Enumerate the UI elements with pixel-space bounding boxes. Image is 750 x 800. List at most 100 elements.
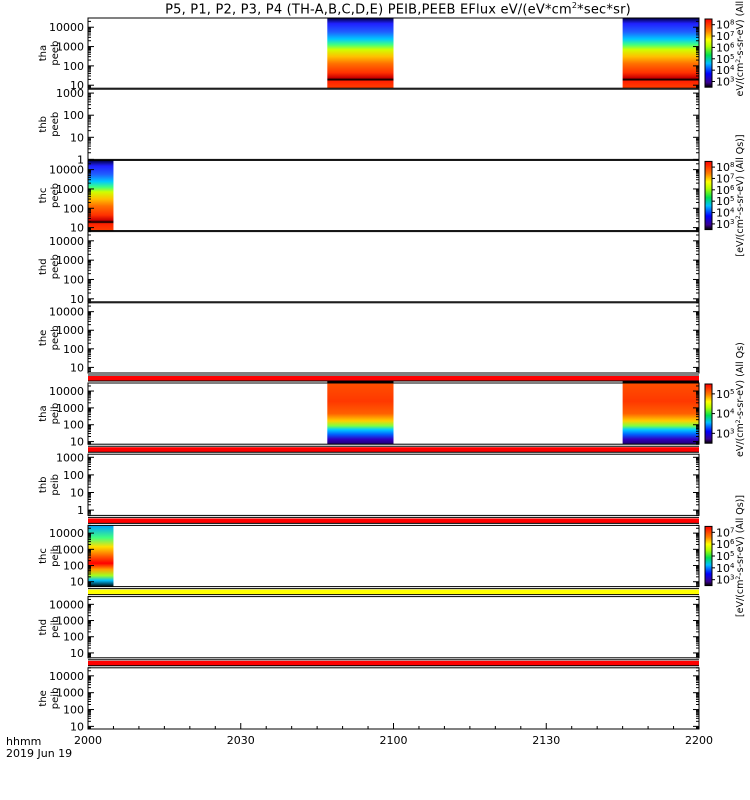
y-tick-label: 10 [70, 576, 84, 589]
spectrogram-block [88, 525, 114, 587]
colorbar-tick-label: 105 [716, 195, 734, 208]
y-tick-label: 10000 [49, 21, 84, 34]
y-tick-label: 100 [63, 202, 84, 215]
status-bar [88, 518, 699, 524]
panel-label-product: peib [50, 688, 61, 710]
y-tick-label: 100 [63, 273, 84, 286]
colorbar-gradient [704, 18, 713, 88]
panel-frame [87, 159, 700, 232]
panel-frame [87, 382, 700, 445]
panel-label-probe: thb [38, 476, 49, 493]
colorbar-tick-label: 104 [716, 562, 735, 575]
panel-label-product: peib [50, 616, 61, 638]
spectrogram-block [327, 383, 394, 445]
colorbar-tick-label: 104 [716, 64, 735, 77]
y-tick-label: 1 [77, 153, 84, 166]
y-tick-label: 10 [70, 436, 84, 449]
panel-label-product: peib [50, 545, 61, 567]
y-tick-label: 1000 [56, 254, 84, 267]
x-tick-label: 2100 [380, 734, 408, 747]
colorbar-tick-label: 103 [716, 76, 734, 89]
y-tick-label: 10 [70, 647, 84, 660]
x-tick-label: 2200 [685, 734, 713, 747]
time-axis-caption: hhmm 2019 Jun 19 [6, 736, 72, 760]
colorbar-gradient [704, 525, 713, 587]
y-tick-label: 100 [63, 560, 84, 573]
panel-label-probe: thc [38, 188, 49, 204]
colorbar-tick-label: 108 [716, 161, 734, 174]
x-tick-label: 2030 [227, 734, 255, 747]
panel-label-product: peeb [50, 41, 61, 66]
colorbar-unit: [eV/(cm2-s-sr-eV) (All Qs)] [735, 495, 746, 617]
colorbar-tick-label: 104 [716, 207, 735, 220]
spectrogram-block [327, 18, 394, 89]
colorbar-tick-label: 103 [716, 574, 734, 587]
title-text: P5, P1, P2, P3, P4 (TH-A,B,C,D,E) PEIB,P… [165, 2, 572, 18]
y-tick-label: 100 [63, 419, 84, 432]
colorbar-gradient [704, 383, 713, 444]
panel-label-product: peib [50, 403, 61, 425]
plot-title: P5, P1, P2, P3, P4 (TH-A,B,C,D,E) PEIB,P… [88, 1, 708, 17]
colorbar-gradient [704, 160, 713, 231]
colorbar-tick-label: 105 [716, 388, 734, 401]
y-tick-label: 1000 [56, 41, 84, 54]
panel-frame [87, 231, 700, 303]
panel-frame [87, 453, 700, 516]
y-tick-label: 1000 [56, 615, 84, 628]
colorbar-tick-label: 107 [716, 172, 734, 185]
colorbar-tick-label: 105 [716, 550, 734, 563]
y-tick-label: 10 [70, 222, 84, 235]
x-tick-label: 2130 [532, 734, 560, 747]
panel-thb-peib: 1 10 100 1000 thb peib [38, 445, 700, 517]
spectrogram-block [88, 160, 114, 231]
colorbar-tick-label: 107 [716, 526, 734, 539]
y-tick-label: 100 [63, 109, 84, 122]
colorbar-tick-label: 104 [716, 408, 735, 421]
y-tick-label: 10 [70, 131, 84, 144]
y-tick-label: 1000 [56, 183, 84, 196]
spectrogram-edge [327, 381, 394, 383]
panel-thb-peeb: 1 10 100 1000 thb peeb [38, 87, 700, 166]
y-tick-label: 100 [63, 469, 84, 482]
panel-frame [87, 524, 700, 588]
colorbar-tick-label: 106 [716, 41, 735, 54]
panel-label-probe: thd [38, 619, 49, 636]
time-axis-header: hhmm [6, 735, 42, 748]
panel-label-product: peeb [50, 254, 61, 279]
panel-frame [87, 302, 700, 374]
colorbar-tick-label: 108 [716, 19, 734, 32]
title-text-end: *sec*sr) [577, 2, 631, 18]
panel-label-probe: tha [38, 45, 49, 61]
panel-frame [87, 17, 700, 89]
y-tick-label: 10000 [49, 385, 84, 398]
y-tick-label: 100 [63, 60, 84, 73]
panel-label-probe: thd [38, 258, 49, 275]
status-bar [88, 660, 699, 666]
time-axis-date: 2019 Jun 19 [6, 747, 73, 760]
y-tick-label: 1000 [56, 543, 84, 556]
spectrogram-edge [622, 381, 699, 383]
y-tick-label: 10000 [49, 235, 84, 248]
colorbar-tick-label: 105 [716, 53, 734, 66]
panel-frame [87, 88, 700, 160]
y-tick-label: 10 [70, 361, 84, 374]
status-bar [88, 376, 699, 381]
panel-label-probe: thc [38, 548, 49, 564]
y-tick-label: 10000 [49, 527, 84, 540]
status-bar [88, 447, 699, 453]
y-tick-label: 1000 [56, 687, 84, 700]
colorbar-tick-label: 103 [716, 427, 734, 440]
y-tick-label: 10000 [49, 306, 84, 319]
colorbar-tick-label: 106 [716, 184, 735, 197]
panel-label-product: peeb [50, 183, 61, 208]
